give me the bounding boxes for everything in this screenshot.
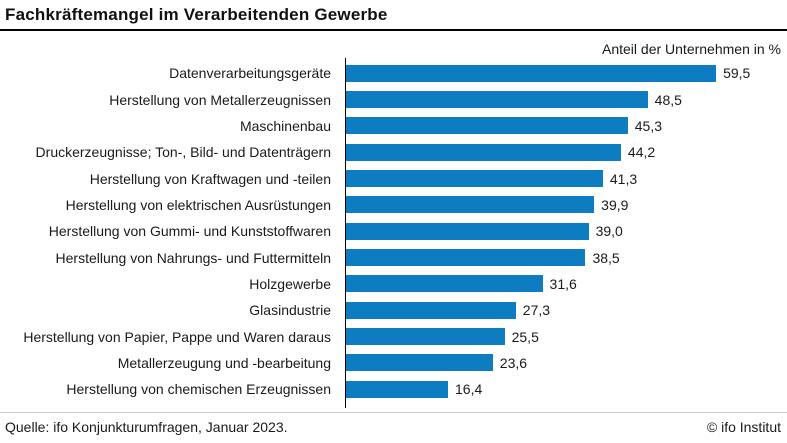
bar-label: Holzgewerbe [249, 275, 331, 292]
bar-zone: 25,5 [346, 328, 539, 346]
bar [346, 117, 628, 135]
bar [346, 196, 595, 214]
bar [346, 91, 648, 109]
bar-label: Herstellung von Kraftwagen und -teilen [89, 170, 331, 187]
bar [346, 301, 516, 319]
bar-label: Glasindustrie [249, 302, 331, 319]
bar-zone: 23,6 [346, 354, 528, 372]
unit-label: Anteil der Unternehmen in % [602, 41, 781, 57]
bar-label: Maschinenbau [239, 117, 331, 134]
bar [346, 64, 717, 82]
bar-rows: Datenverarbeitungsgeräte 59,5 Herstellung … [0, 60, 787, 402]
bar-zone: 38,5 [346, 249, 620, 267]
bar-zone: 59,5 [346, 64, 751, 82]
bar-row: Herstellung von Nahrungs- und Futtermitt… [0, 244, 787, 270]
y-axis-line [345, 58, 346, 409]
bar-label: Metallerzeugung und -bearbeitung [117, 354, 331, 371]
bar-value: 59,5 [723, 65, 751, 82]
bar-zone: 45,3 [346, 117, 663, 135]
bar-zone: 48,5 [346, 91, 682, 109]
bar-value: 16,4 [455, 381, 483, 398]
bar-label: Herstellung von Papier, Pappe und Waren … [23, 328, 331, 345]
bar-label: Datenverarbeitungsgeräte [169, 65, 331, 82]
bar-value: 44,2 [627, 144, 656, 161]
bar-value: 31,6 [549, 275, 577, 292]
bar [346, 354, 493, 372]
bar-row: Herstellung von Gummi- und Kunststoffwar… [0, 218, 787, 244]
bar-value: 38,5 [592, 249, 620, 266]
bar-value: 45,3 [634, 117, 663, 134]
bar-label: Druckerzeugnisse; Ton-, Bild- und Datent… [35, 144, 331, 161]
bar-row: Herstellung von Papier, Pappe und Waren … [0, 323, 787, 349]
bar-row: Datenverarbeitungsgeräte 59,5 [0, 60, 787, 86]
bar [346, 143, 621, 161]
bar-row: Herstellung von elektrischen Ausrüstunge… [0, 192, 787, 218]
bar-row: Glasindustrie 27,3 [0, 297, 787, 323]
bar-value: 25,5 [511, 328, 539, 345]
bar [346, 380, 448, 398]
bar-row: Druckerzeugnisse; Ton-, Bild- und Datent… [0, 139, 787, 165]
bar-value: 41,3 [609, 170, 638, 187]
bar-value: 48,5 [654, 91, 682, 108]
bar-value: 27,3 [522, 302, 551, 319]
bar-zone: 27,3 [346, 301, 551, 319]
copyright-note: © ifo Institut [706, 419, 781, 435]
chart-title: Fachkräftemangel im Verarbeitenden Gewer… [0, 0, 787, 31]
bar-label: Herstellung von elektrischen Ausrüstunge… [65, 196, 331, 213]
bar-row: Metallerzeugung und -bearbeitung 23,6 [0, 350, 787, 376]
bar-value: 39,9 [601, 196, 629, 213]
bar-value: 39,0 [595, 223, 623, 240]
bar-row: Herstellung von chemischen Erzeugnissen 1… [0, 376, 787, 402]
source-note: Quelle: ifo Konjunkturumfragen, Januar 2… [5, 419, 288, 435]
bar [346, 275, 543, 293]
bar-row: Maschinenbau 45,3 [0, 113, 787, 139]
bar-label: Herstellung von chemischen Erzeugnissen [66, 381, 331, 398]
bar [346, 170, 603, 188]
bar-zone: 16,4 [346, 380, 483, 398]
bar-label: Herstellung von Metallerzeugnissen [109, 91, 331, 108]
footer: Quelle: ifo Konjunkturumfragen, Januar 2… [0, 412, 787, 443]
bar-chart: Datenverarbeitungsgeräte 59,5 Herstellung … [0, 58, 787, 409]
bar-zone: 39,0 [346, 222, 623, 240]
bar-row: Herstellung von Metallerzeugnissen 48,5 [0, 86, 787, 112]
bar-zone: 31,6 [346, 275, 577, 293]
bar [346, 328, 505, 346]
bar-row: Holzgewerbe 31,6 [0, 271, 787, 297]
bar-label: Herstellung von Nahrungs- und Futtermitt… [55, 249, 331, 266]
bar-zone: 44,2 [346, 143, 656, 161]
bar-value: 23,6 [499, 354, 528, 371]
bar-row: Herstellung von Kraftwagen und -teilen 41… [0, 165, 787, 191]
bar-label: Herstellung von Gummi- und Kunststoffwar… [48, 223, 331, 240]
bar [346, 249, 586, 267]
bar-zone: 41,3 [346, 170, 638, 188]
bar [346, 222, 589, 240]
bar-zone: 39,9 [346, 196, 629, 214]
